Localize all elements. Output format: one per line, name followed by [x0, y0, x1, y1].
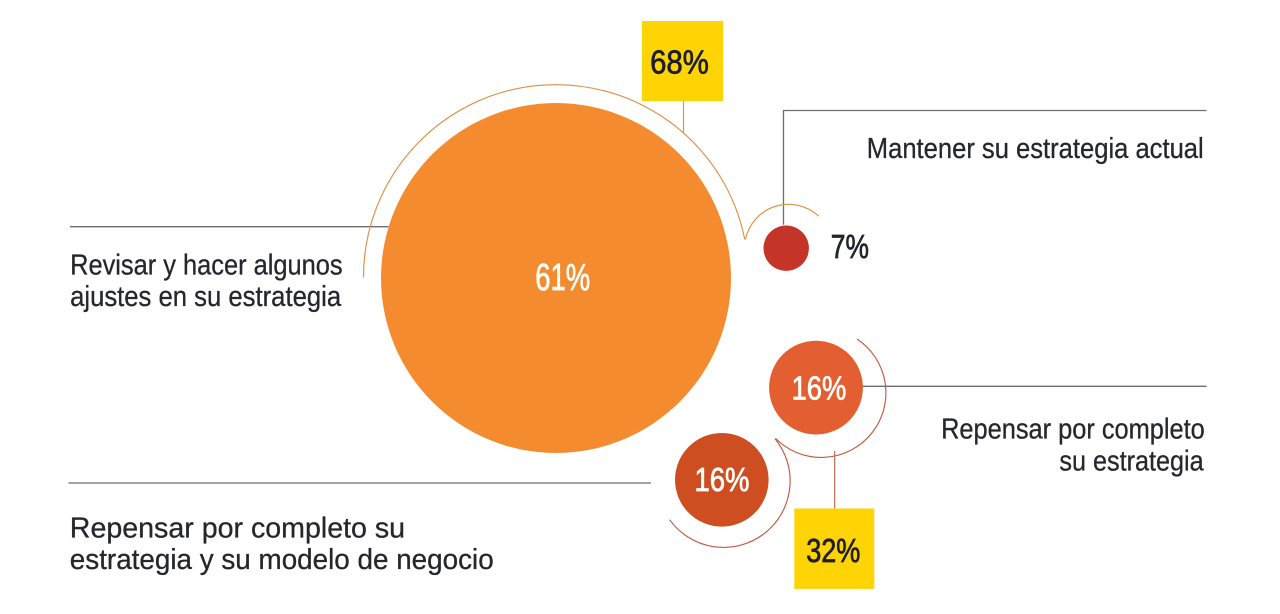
svg-text:Revisar y hacer algunos: Revisar y hacer algunos — [70, 250, 343, 282]
svg-text:16%: 16% — [792, 371, 847, 408]
svg-text:16%: 16% — [695, 462, 750, 499]
svg-text:61%: 61% — [535, 257, 590, 299]
svg-text:Repensar por completo: Repensar por completo — [941, 414, 1205, 446]
svg-text:ajustes en su estrategia: ajustes en su estrategia — [70, 281, 342, 313]
svg-text:estrategia y su modelo de nego: estrategia y su modelo de negocio — [70, 544, 494, 576]
svg-text:32%: 32% — [806, 533, 860, 570]
svg-text:68%: 68% — [650, 45, 709, 82]
svg-text:7%: 7% — [831, 229, 869, 266]
svg-text:Mantener su estrategia actual: Mantener su estrategia actual — [867, 133, 1204, 165]
svg-text:Repensar por completo su: Repensar por completo su — [70, 513, 405, 545]
svg-text:su estrategia: su estrategia — [1059, 445, 1204, 477]
